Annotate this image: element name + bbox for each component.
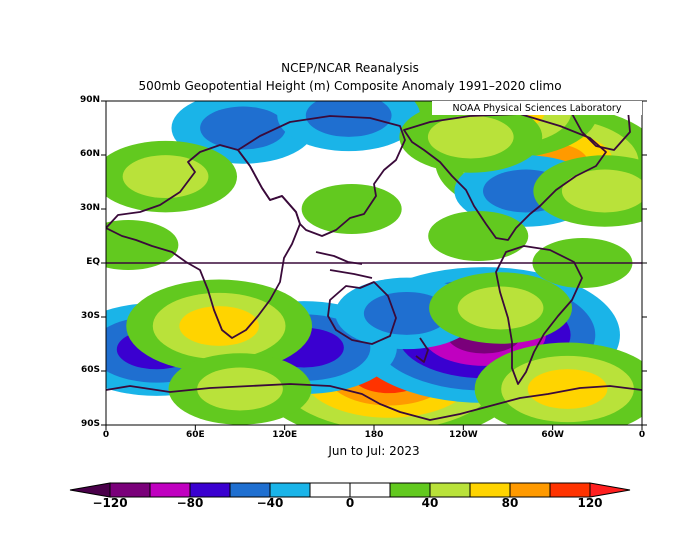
chart-title: NCEP/NCAR Reanalysis	[281, 61, 419, 75]
coast-asia	[237, 115, 406, 237]
lon-tick-label: 120W	[448, 430, 478, 440]
contour-band	[197, 367, 283, 411]
contour-band	[106, 219, 179, 271]
colorbar-segment	[269, 482, 311, 498]
colorbar-min-arrow	[69, 482, 111, 498]
high-anomaly-12	[474, 342, 642, 425]
coast-newzealand	[415, 337, 429, 363]
lat-tick-label: EQ	[86, 257, 100, 267]
colorbar-segment	[189, 482, 231, 498]
high-anomaly-16	[399, 101, 543, 173]
high-anomaly-10	[106, 140, 238, 213]
high-anomaly-17	[106, 219, 179, 271]
colorbar-tick-label: 120	[577, 496, 603, 510]
anomaly-field	[106, 101, 642, 425]
contour-band	[427, 115, 514, 159]
coast-africa-europe	[106, 144, 301, 339]
colorbar-max-arrow	[589, 482, 631, 498]
axis-ticks	[101, 100, 647, 430]
lat-tick-label: 30N	[80, 203, 101, 213]
colorbar-segment	[469, 482, 511, 498]
colorbar-tick-label: −80	[176, 496, 204, 510]
colorbar-segment	[109, 482, 151, 498]
colorbar-segment	[309, 482, 351, 498]
lat-tick-label: 60N	[80, 149, 101, 159]
colorbar-segment	[149, 482, 191, 498]
lon-tick-label: 0	[102, 430, 110, 440]
contour-band	[305, 101, 392, 137]
high-anomaly-19	[428, 210, 529, 262]
contour-band	[122, 155, 209, 199]
credit-box	[432, 101, 642, 115]
contour-band	[363, 291, 450, 335]
lat-tick-label: 90S	[80, 419, 100, 429]
contour-band	[200, 106, 286, 150]
lon-tick-label: 120E	[272, 430, 298, 440]
colorbar-tick-label: −40	[256, 496, 284, 510]
contour-band	[301, 183, 402, 235]
lon-tick-label: 180	[364, 430, 384, 440]
colorbar-tick-label: −120	[92, 496, 128, 510]
coast-north-america	[403, 113, 607, 241]
colorbar-tick-label: 0	[345, 496, 355, 510]
lon-tick-label: 60E	[185, 430, 205, 440]
coast-south-america	[495, 245, 583, 385]
low-anomaly-7	[277, 101, 421, 152]
high-anomaly-11	[126, 279, 313, 373]
lat-tick-label: 60S	[80, 365, 100, 375]
chart-subtitle: 500mb Geopotential Height (m) Composite …	[138, 79, 562, 93]
contour-band	[561, 169, 642, 213]
coast-antarctica	[106, 383, 642, 421]
colorbar-tick-label: 40	[421, 496, 439, 510]
high-anomaly-14	[429, 272, 573, 344]
colorbar-segment	[349, 482, 391, 498]
colorbar-segment	[229, 482, 271, 498]
lon-tick-label: 0	[638, 430, 646, 440]
contour-band	[179, 306, 259, 346]
coastlines	[106, 103, 642, 421]
high-anomaly-13	[533, 155, 642, 227]
period-label: Jun to Jul: 2023	[328, 444, 420, 458]
colorbar-tick-label: 80	[501, 496, 519, 510]
contour-band	[527, 369, 608, 409]
lat-tick-label: 90N	[80, 95, 101, 105]
contour-band	[457, 286, 544, 330]
coast-australia	[327, 281, 397, 345]
colorbar-segment	[429, 482, 471, 498]
lon-tick-label: 60W	[541, 430, 564, 440]
contour-band	[428, 210, 529, 262]
colorbar-segment	[389, 482, 431, 498]
high-anomaly-15	[168, 353, 312, 425]
lat-tick-label: 30S	[80, 311, 100, 321]
colorbar-segment	[549, 482, 591, 498]
credit-label: NOAA Physical Sciences Laboratory	[453, 103, 622, 114]
colorbar	[69, 482, 631, 498]
high-anomaly-20	[301, 183, 402, 235]
colorbar-segment	[509, 482, 551, 498]
